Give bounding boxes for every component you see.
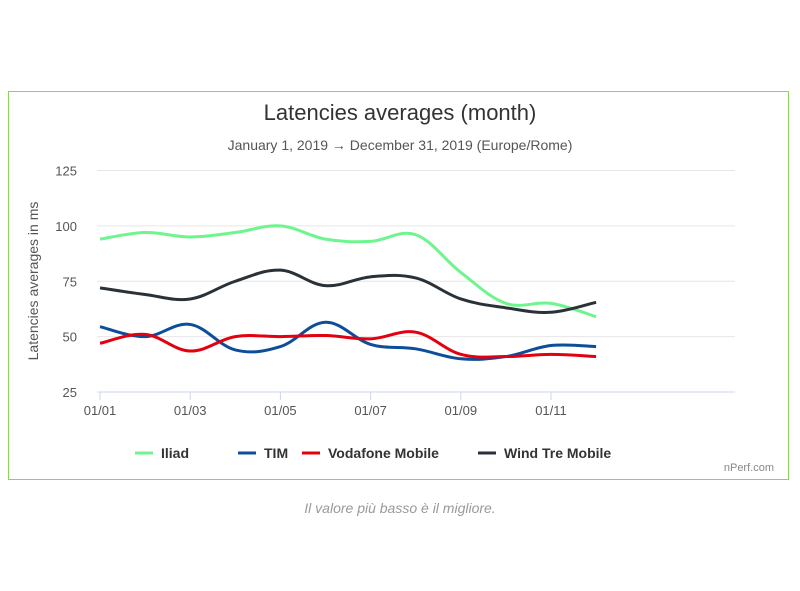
y-tick-label: 125 [55, 164, 77, 179]
series-line-iliad [99, 224, 597, 319]
legend-label: Wind Tre Mobile [504, 445, 611, 461]
series-line-vodafone-mobile [99, 330, 597, 359]
legend-label: Vodafone Mobile [328, 445, 439, 461]
legend-label: Iliad [161, 445, 189, 461]
legend-item-wind-tre-mobile[interactable]: Wind Tre Mobile [478, 445, 611, 461]
y-tick-label: 50 [63, 330, 77, 345]
x-tick-label: 01/01 [84, 403, 117, 418]
credit-link[interactable]: nPerf.com [723, 462, 774, 474]
chart-frame [8, 91, 789, 480]
y-tick-label: 100 [55, 219, 77, 234]
chart-subtitle: January 1, 2019 → December 31, 2019 (Eur… [227, 137, 573, 153]
x-tick-label: 01/11 [535, 403, 567, 418]
y-tick-label: 75 [63, 274, 77, 289]
series-line-tim [99, 320, 597, 361]
x-tick-label: 01/07 [354, 403, 387, 418]
x-tick-label: 01/05 [264, 403, 297, 418]
legend-item-tim[interactable]: TIM [238, 445, 288, 461]
y-axis-label: Latencies averages in ms [25, 202, 41, 361]
legend-item-iliad[interactable]: Iliad [135, 445, 189, 461]
legend-item-vodafone-mobile[interactable]: Vodafone Mobile [302, 445, 439, 461]
footnote: Il valore più basso è il migliore. [304, 500, 496, 516]
y-tick-label: 25 [63, 385, 77, 400]
x-tick-label: 01/09 [445, 403, 478, 418]
legend-label: TIM [264, 445, 288, 461]
series-line-wind-tre-mobile [99, 268, 597, 314]
chart-title: Latencies averages (month) [263, 100, 537, 125]
x-tick-label: 01/03 [174, 403, 207, 418]
